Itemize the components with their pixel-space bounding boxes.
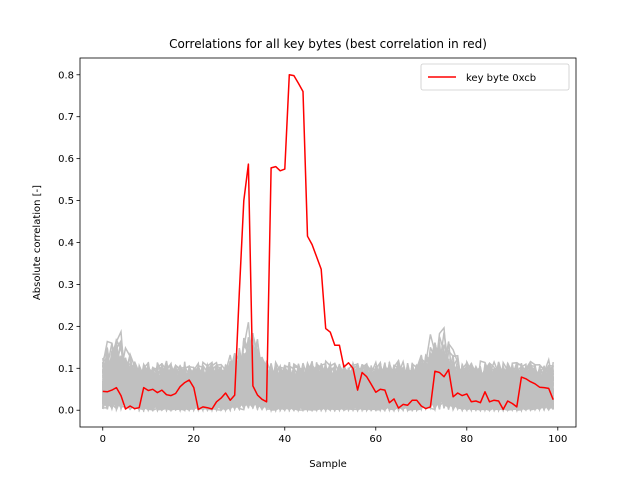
legend: key byte 0xcb <box>420 63 570 91</box>
x-tick-label: 40 <box>278 434 291 445</box>
highlight-series-line <box>102 74 554 411</box>
y-tick-label: 0.2 <box>58 322 74 333</box>
highlight-series-group <box>102 74 554 411</box>
x-tick-label: 80 <box>460 434 473 445</box>
y-tick-label: 0.8 <box>58 70 74 81</box>
y-tick-label: 0.1 <box>58 364 74 375</box>
legend-label: key byte 0xcb <box>466 73 536 84</box>
x-tick-label: 100 <box>548 434 567 445</box>
y-axis: 0.0 0.1 0.2 0.3 0.4 0.5 0.6 0.7 0.8 <box>58 70 80 417</box>
x-tick-label: 20 <box>187 434 200 445</box>
y-tick-label: 0.4 <box>58 238 74 249</box>
chart-title: Correlations for all key bytes (best cor… <box>169 37 487 51</box>
x-axis-label: Sample <box>309 459 347 470</box>
y-tick-label: 0.3 <box>58 280 74 291</box>
y-axis-label: Absolute correlation [-] <box>32 185 43 300</box>
x-axis: 0 20 40 60 80 100 <box>100 427 567 445</box>
y-tick-label: 0.7 <box>58 112 74 123</box>
y-tick-label: 0.0 <box>58 406 74 417</box>
x-tick-label: 0 <box>100 434 106 445</box>
background-series-group <box>102 322 554 414</box>
y-tick-label: 0.5 <box>58 196 74 207</box>
x-tick-label: 60 <box>369 434 382 445</box>
legend-box <box>420 63 570 91</box>
y-tick-label: 0.6 <box>58 154 74 165</box>
